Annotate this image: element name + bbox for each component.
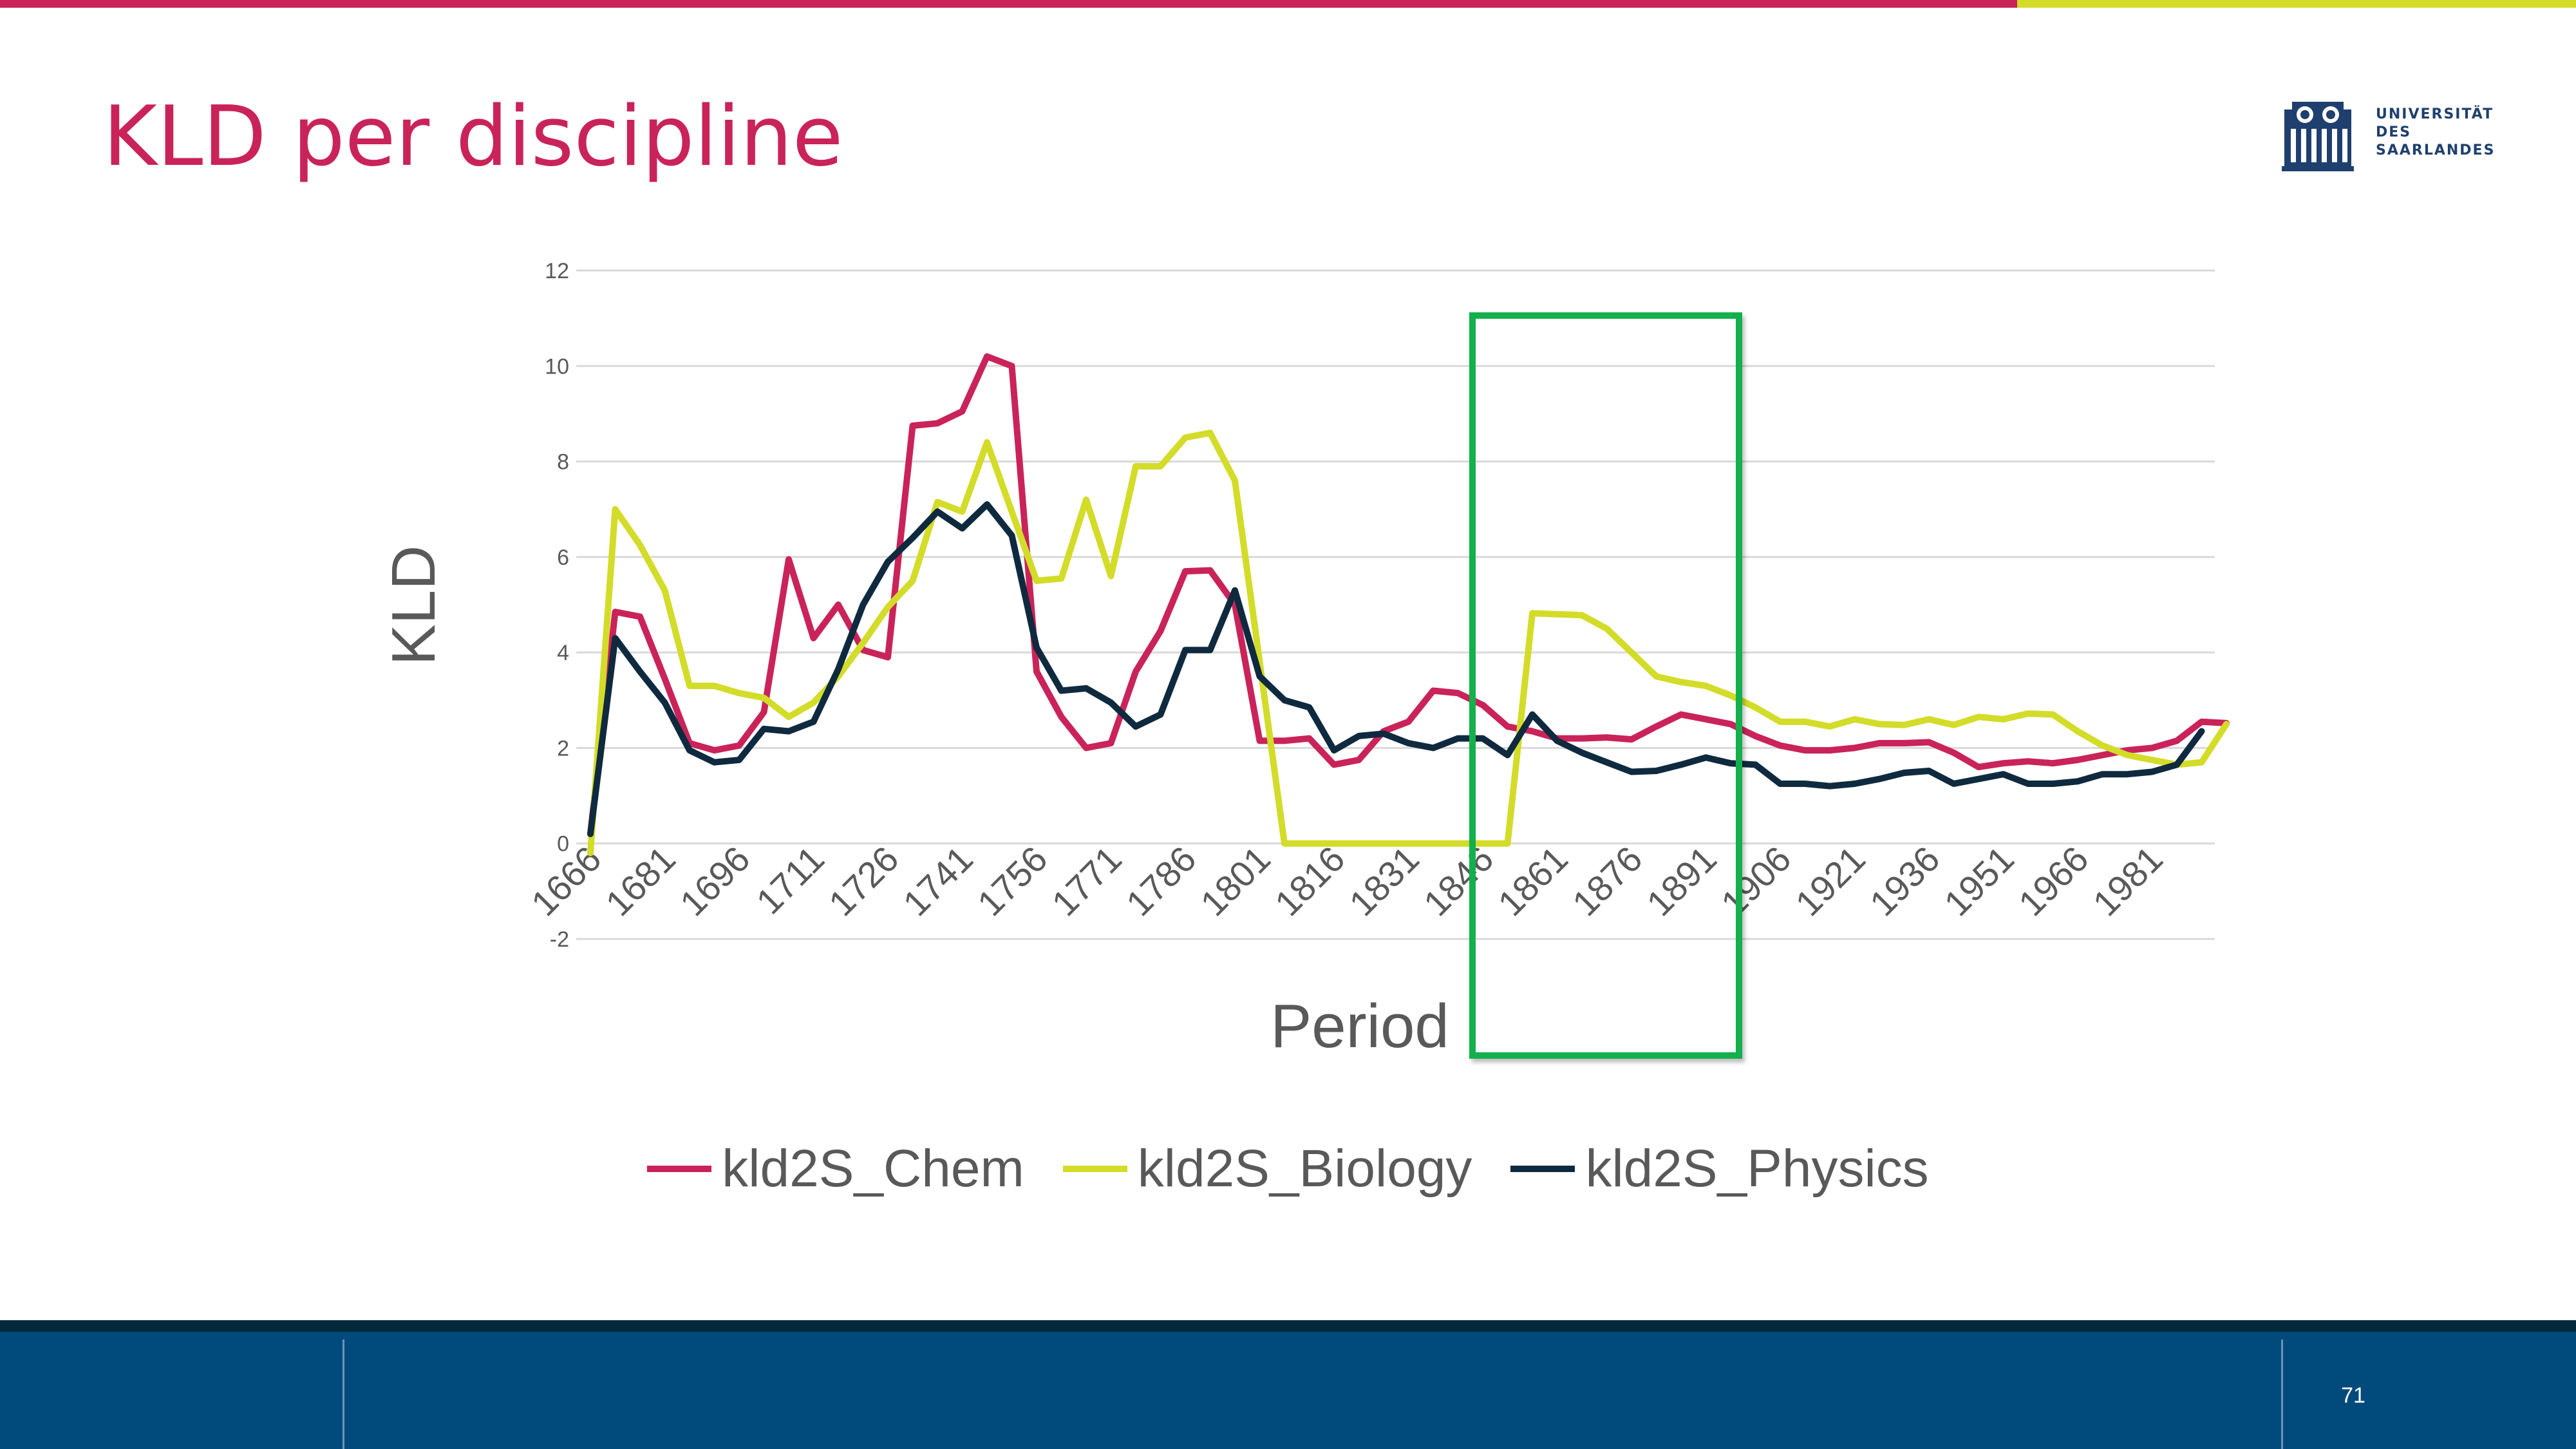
legend-swatch-chem [647,1166,712,1172]
x-tick-label: 1816 [1267,838,1353,924]
x-tick-label: 1801 [1192,838,1278,924]
x-tick-label: 1726 [821,838,907,924]
chart-gridlines [576,269,2215,940]
logo-wordmark: UNIVERSITÄT DES SAARLANDES [2376,106,2495,160]
legend-swatch-physics [1510,1166,1575,1172]
highlight-box [1469,312,1742,1059]
legend-label-chem: kld2S_Chem [722,1139,1024,1198]
university-logo: UNIVERSITÄT DES SAARLANDES [2279,90,2501,177]
logo-line-3: SAARLANDES [2376,142,2496,158]
chart-y-tick-labels: -2 0 2 4 6 8 10 12 [545,259,569,952]
logo-line-2: DES [2376,124,2412,140]
logo-emblem-icon [2282,102,2354,171]
y-tick-label: 4 [557,641,569,665]
y-tick-label: 8 [557,450,569,475]
top-accent-bar-secondary [2017,0,2576,8]
legend-label-physics: kld2S_Physics [1585,1139,1929,1198]
x-tick-label: 1966 [2011,838,2096,924]
y-tick-label: 2 [557,736,569,761]
y-tick-label: 12 [545,259,569,283]
x-tick-label: 1951 [1936,838,2022,924]
chart-y-axis-label: KLD [379,545,448,666]
legend-label-biology: kld2S_Biology [1137,1139,1472,1198]
y-tick-label: -2 [550,927,569,952]
chart-x-tick-labels: 1666168116961711172617411756177117861801… [523,838,2170,924]
x-tick-label: 1921 [1787,838,1873,924]
logo-line-1: UNIVERSITÄT [2376,106,2494,122]
legend-item-biology: kld2S_Biology [1062,1139,1472,1199]
x-tick-label: 1936 [1862,838,1948,924]
legend-item-physics: kld2S_Physics [1510,1139,1929,1199]
y-tick-label: 0 [557,832,569,857]
chart-x-axis-label: Period [1270,992,1449,1061]
x-tick-label: 1741 [895,838,981,924]
series-line-kld2S_Chem [587,353,2230,837]
x-tick-label: 1756 [970,838,1055,924]
page-number: 71 [2341,1383,2365,1408]
x-tick-label: 1786 [1118,838,1204,924]
top-accent-bar [0,0,2017,8]
series-line-kld2S_Physics [587,501,2205,837]
footer-divider [343,1340,344,1449]
x-tick-label: 1981 [2085,838,2170,924]
kld-line-chart: -2 0 2 4 6 8 10 12 1666168116961711172617411756… [379,259,2230,1061]
x-tick-label: 1831 [1341,838,1427,924]
chart-legend: kld2S_Chem kld2S_Biology kld2S_Physics [0,1139,2576,1199]
x-tick-label: 1771 [1044,838,1129,924]
legend-item-chem: kld2S_Chem [647,1139,1024,1199]
footer-divider [2281,1340,2283,1449]
y-tick-label: 10 [545,354,569,379]
footer-top-strip [0,1320,2576,1332]
x-tick-label: 1711 [748,838,832,922]
legend-swatch-biology [1062,1166,1127,1172]
y-tick-label: 6 [557,545,569,570]
chart-series-lines [587,353,2230,857]
x-tick-label: 1681 [597,838,683,924]
series-line-kld2S_Biology [587,430,2230,857]
footer-bar [0,1332,2576,1449]
slide-title: KLD per discipline [103,89,843,185]
x-tick-label: 1696 [672,838,758,924]
